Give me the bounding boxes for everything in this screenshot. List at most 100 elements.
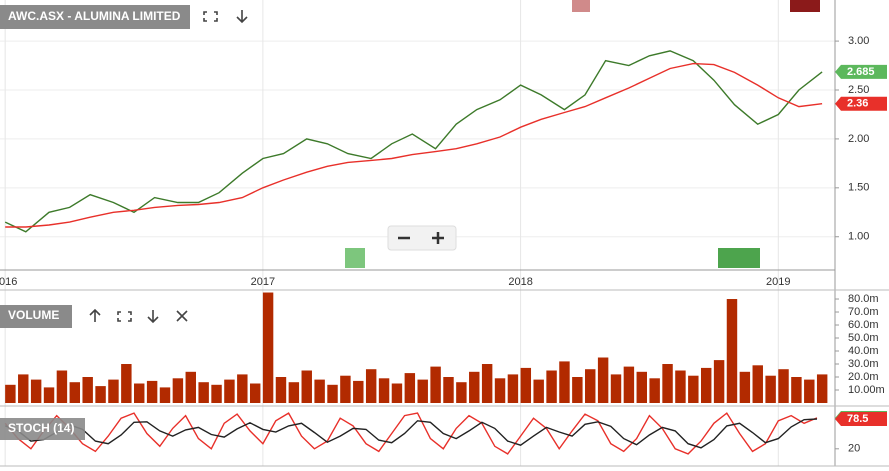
value-tag bbox=[835, 96, 887, 111]
zoom-in-button[interactable] bbox=[432, 232, 444, 244]
chart-title: AWC.ASX - ALUMINA LIMITED bbox=[8, 9, 181, 23]
volume-bar bbox=[610, 374, 622, 403]
volume-bar bbox=[198, 382, 209, 403]
volume-bar bbox=[546, 370, 557, 403]
volume-bar bbox=[18, 374, 29, 403]
y-tick-label: 80.0m bbox=[848, 293, 879, 305]
volume-bar bbox=[391, 383, 403, 403]
series-line bbox=[4, 50, 823, 233]
x-tick-label: 2018 bbox=[508, 276, 532, 288]
volume-bar bbox=[636, 371, 647, 403]
volume-bar bbox=[69, 382, 81, 403]
close-button[interactable] bbox=[176, 310, 188, 322]
y-tick-label: 20 bbox=[848, 443, 860, 455]
value-tag bbox=[835, 64, 887, 79]
event-marker[interactable] bbox=[790, 0, 820, 12]
volume-bar bbox=[211, 384, 222, 403]
x-tick-label: 2016 bbox=[0, 276, 17, 288]
volume-bar bbox=[804, 379, 815, 403]
y-tick-label: 60.0m bbox=[848, 319, 879, 331]
zoom-control bbox=[387, 225, 457, 251]
down-button[interactable] bbox=[147, 310, 159, 324]
volume-bar bbox=[739, 371, 751, 403]
volume-bar bbox=[327, 384, 338, 403]
event-marker[interactable] bbox=[718, 248, 760, 268]
volume-bar bbox=[378, 378, 390, 403]
title-box bbox=[0, 418, 85, 440]
volume-bar bbox=[649, 378, 660, 403]
volume-bar bbox=[778, 369, 789, 403]
volume-bar bbox=[417, 379, 428, 403]
volume-bar bbox=[559, 361, 570, 403]
volume-bar bbox=[301, 370, 312, 403]
volume-bar bbox=[700, 367, 712, 403]
y-tick-label: 40.0m bbox=[848, 345, 879, 357]
event-marker[interactable] bbox=[345, 248, 365, 268]
up-button[interactable] bbox=[89, 308, 101, 322]
y-tick-label: 20.0m bbox=[848, 371, 879, 383]
volume-bar bbox=[443, 377, 454, 403]
volume-bar bbox=[816, 374, 828, 403]
volume-bar bbox=[82, 377, 93, 403]
volume-bar bbox=[507, 374, 519, 403]
volume-bar bbox=[288, 382, 300, 403]
y-tick-label: 3.00 bbox=[848, 35, 869, 47]
value-tag-label: 78.5 bbox=[847, 413, 868, 425]
volume-bar bbox=[108, 379, 119, 403]
volume-bar bbox=[765, 375, 776, 403]
expand-button[interactable] bbox=[117, 311, 132, 322]
x-tick-label: 2019 bbox=[766, 276, 790, 288]
volume-bar bbox=[456, 382, 467, 403]
panel-title: VOLUME bbox=[8, 308, 59, 322]
volume-bar bbox=[597, 357, 609, 403]
x-tick-label: 2017 bbox=[251, 276, 275, 288]
series-line bbox=[5, 62, 823, 228]
y-tick-label: 30.0m bbox=[848, 358, 879, 370]
volume-bar bbox=[688, 375, 699, 403]
series-line bbox=[4, 412, 818, 455]
down-button[interactable] bbox=[236, 10, 248, 24]
volume-bar bbox=[340, 375, 351, 403]
volume-bar bbox=[185, 371, 196, 403]
volume-bar bbox=[623, 366, 635, 403]
title-box bbox=[0, 5, 190, 29]
marks bbox=[4, 50, 828, 455]
y-tick-label: 10.00m bbox=[848, 384, 885, 396]
volume-bar bbox=[713, 360, 725, 403]
volume-bar bbox=[159, 387, 171, 403]
volume-bar bbox=[585, 369, 596, 403]
series-line bbox=[4, 418, 818, 449]
y-tick-label: 50.0m bbox=[848, 332, 879, 344]
value-tag-label: 2.36 bbox=[847, 98, 868, 110]
volume-bar bbox=[172, 378, 184, 403]
value-tag bbox=[835, 411, 887, 426]
volume-bar bbox=[752, 365, 763, 403]
volume-bar bbox=[5, 384, 16, 403]
y-tick-label: 1.50 bbox=[848, 182, 869, 194]
volume-bar bbox=[146, 380, 158, 403]
volume-bar bbox=[275, 377, 287, 403]
event-marker[interactable] bbox=[572, 0, 590, 12]
volume-bar bbox=[43, 387, 55, 403]
volume-bar bbox=[56, 370, 68, 403]
panel-title: STOCH (14) bbox=[8, 421, 74, 435]
volume-bar bbox=[572, 377, 583, 403]
volume-bar bbox=[481, 364, 493, 403]
volume-bar bbox=[262, 292, 274, 403]
y-tick-label: 2.50 bbox=[848, 84, 869, 96]
volume-bar bbox=[726, 299, 738, 403]
expand-button[interactable] bbox=[203, 11, 218, 22]
volume-bar bbox=[134, 383, 145, 403]
volume-bar bbox=[662, 364, 673, 403]
volume-bar bbox=[353, 380, 364, 403]
volume-bar bbox=[237, 374, 248, 403]
volume-bar bbox=[95, 386, 106, 403]
value-tag-label: 2.685 bbox=[847, 66, 875, 78]
volume-bar bbox=[520, 367, 532, 403]
volume-bar bbox=[469, 371, 480, 403]
volume-bar bbox=[121, 364, 132, 403]
y-tick-label: 2.00 bbox=[848, 133, 869, 145]
volume-bar bbox=[533, 379, 544, 403]
y-tick-label: 1.00 bbox=[848, 231, 869, 243]
